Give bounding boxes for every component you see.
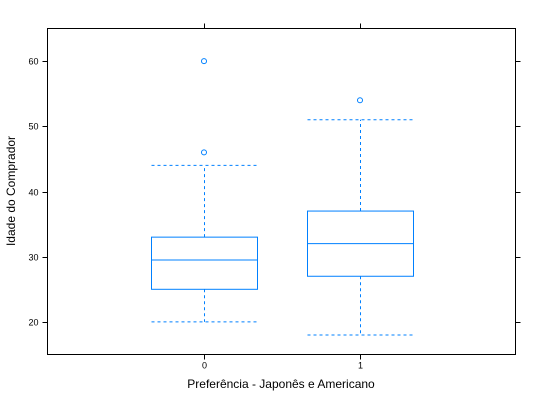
- y-axis-title: Idade do Comprador: [4, 136, 18, 246]
- y-tick-label: 30: [28, 253, 38, 263]
- y-tick-label: 40: [28, 188, 38, 198]
- plot-frame: [47, 28, 516, 355]
- outlier-point: [201, 58, 207, 65]
- x-axis-title: Preferência - Japonês e Americano: [187, 377, 375, 391]
- outlier-point: [201, 149, 207, 156]
- y-tick-label: 20: [28, 318, 38, 328]
- y-tick-label: 60: [28, 57, 38, 67]
- x-tick-label: 0: [202, 361, 207, 371]
- outlier-point: [357, 97, 363, 104]
- x-tick-label: 1: [358, 361, 363, 371]
- y-tick-label: 50: [28, 122, 38, 132]
- box: [151, 236, 258, 290]
